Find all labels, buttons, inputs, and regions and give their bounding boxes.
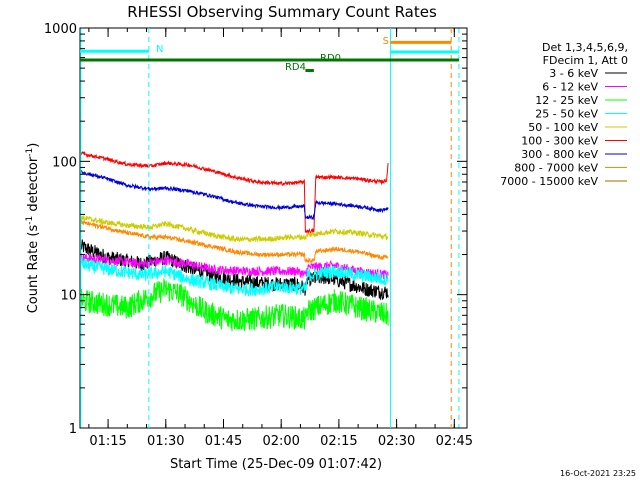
x-axis: 01:15 01:30 01:45 02:00 02:15 02:30 02:45	[88, 28, 473, 449]
series-line	[81, 219, 389, 265]
x-tick-label: 01:30	[147, 434, 184, 449]
legend-title: Det 1,3,4,5,6,9,	[542, 41, 628, 54]
legend-entry: 300 - 800 keV	[521, 148, 598, 161]
x-tick-label: 01:45	[205, 434, 242, 449]
y-axis: 1 10 100 1000	[44, 22, 467, 437]
plot-frame	[79, 27, 468, 429]
flag-label: S	[383, 36, 389, 47]
x-tick-label: 02:15	[320, 434, 357, 449]
x-tick-label: 02:00	[262, 434, 299, 449]
x-tick-label: 02:45	[436, 434, 473, 449]
series-line	[81, 170, 389, 221]
legend-title: FDecim 1, Att 0	[543, 54, 628, 67]
flag-label: RD0	[320, 53, 341, 64]
series-group	[80, 150, 389, 332]
legend: Det 1,3,4,5,6,9,FDecim 1, Att 03 - 6 keV…	[500, 41, 628, 188]
chart-title: RHESSI Observing Summary Count Rates	[127, 3, 437, 21]
series-line	[80, 215, 389, 243]
legend-entry: 12 - 25 keV	[535, 94, 598, 107]
x-axis-label: Start Time (25-Dec-09 01:07:42)	[170, 457, 382, 472]
flag-label: RD4	[285, 62, 306, 73]
legend-entry: 3 - 6 keV	[549, 67, 598, 80]
series-line	[80, 277, 389, 332]
legend-entry: 7000 - 15000 keV	[500, 175, 598, 188]
y-tick-label: 1000	[44, 22, 77, 37]
y-tick-label: 1	[69, 422, 77, 437]
x-tick-label: 01:15	[89, 434, 126, 449]
legend-entry: 6 - 12 keV	[542, 81, 598, 94]
legend-entry: 25 - 50 keV	[535, 108, 598, 121]
series-line	[80, 150, 389, 235]
y-tick-label: 100	[52, 155, 77, 170]
legend-entry: 100 - 300 keV	[521, 135, 598, 148]
flag-label: N	[156, 44, 163, 55]
legend-entry: 50 - 100 keV	[528, 121, 598, 134]
legend-entry: 800 - 7000 keV	[514, 162, 598, 175]
flags-group: N S RD0 RD4	[80, 28, 460, 428]
series-line	[80, 253, 389, 280]
footer-timestamp: 16-Oct-2021 23:25	[560, 469, 636, 478]
y-axis-label: Count Rate (s-1 detector-1)	[25, 143, 41, 314]
x-tick-label: 02:30	[378, 434, 415, 449]
series-line	[80, 257, 389, 297]
y-tick-label: 10	[60, 289, 77, 304]
